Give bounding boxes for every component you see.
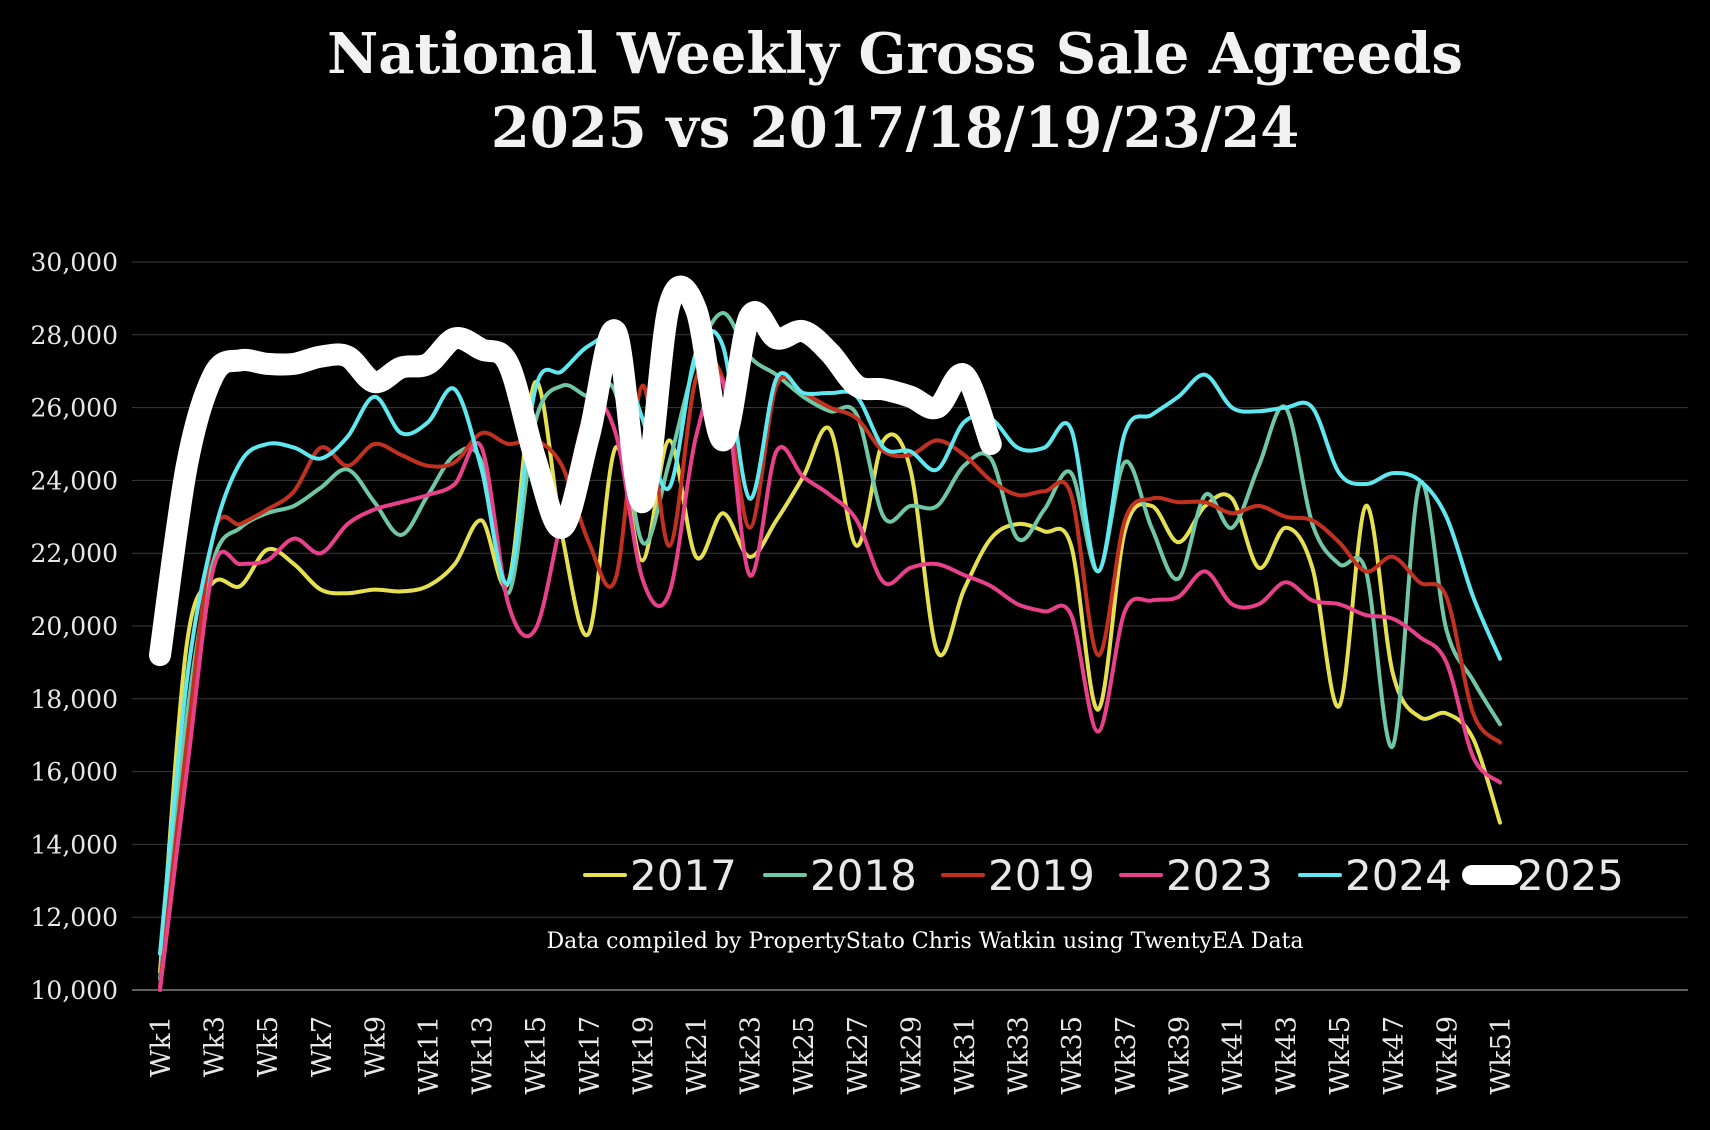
series-line-2019 (158, 356, 1502, 989)
y-tick-label: 26,000 (31, 394, 118, 423)
y-tick-label: 10,000 (31, 976, 118, 1005)
legend-label-2023: 2023 (1166, 851, 1273, 900)
x-tick-label: Wk45 (1325, 1016, 1356, 1094)
x-tick-label: Wk17 (575, 1016, 606, 1094)
x-tick-label: Wk31 (950, 1016, 981, 1094)
y-tick-label: 16,000 (31, 758, 118, 787)
x-tick-label: Wk15 (521, 1016, 552, 1094)
source-note: Data compiled by PropertyStato Chris Wat… (546, 929, 1303, 954)
y-tick-label: 20,000 (31, 612, 118, 641)
y-tick-label: 18,000 (31, 685, 118, 714)
x-tick-label: Wk43 (1272, 1016, 1303, 1094)
x-tick-label: Wk47 (1379, 1016, 1410, 1094)
x-tick-label: Wk27 (843, 1016, 874, 1094)
x-tick-label: Wk19 (628, 1016, 659, 1094)
y-tick-label: 22,000 (31, 539, 118, 568)
x-tick-label: Wk13 (468, 1016, 499, 1094)
y-axis-ticks: 10,000 12,000 14,000 16,000 18,000 20,000 22,0… (31, 248, 118, 1005)
chart-title-line2: 2025 vs 2017/18/19/23/24 (491, 95, 1299, 161)
x-tick-label: Wk11 (414, 1016, 445, 1094)
x-tick-label: Wk21 (682, 1016, 713, 1094)
x-tick-label: Wk3 (200, 1016, 231, 1077)
y-tick-label: 14,000 (31, 830, 118, 859)
y-tick-label: 28,000 (31, 321, 118, 350)
x-axis-ticks: Wk1 Wk3 Wk5 Wk7 Wk9 Wk11 Wk13 Wk15 Wk17 Wk19 Wk21 W… (146, 1016, 1517, 1094)
x-tick-label: Wk51 (1486, 1016, 1517, 1094)
legend-label-2025: 2025 (1517, 851, 1624, 900)
legend-label-2017: 2017 (630, 851, 737, 900)
x-tick-label: Wk9 (360, 1016, 391, 1077)
chart-title-line1: National Weekly Gross Sale Agreeds (327, 21, 1463, 87)
x-tick-label: Wk5 (253, 1016, 284, 1077)
x-tick-label: Wk25 (789, 1016, 820, 1094)
legend: 2017 2018 2019 2023 2024 2025 (583, 851, 1624, 900)
y-tick-label: 24,000 (31, 466, 118, 495)
series-lines (149, 275, 1502, 992)
series-line-2024 (158, 329, 1502, 956)
series-line-2017 (158, 380, 1502, 974)
x-tick-label: Wk39 (1164, 1016, 1195, 1094)
series-line-2025 (149, 275, 1002, 667)
x-tick-label: Wk35 (1057, 1016, 1088, 1094)
x-tick-label: Wk41 (1218, 1016, 1249, 1094)
x-tick-label: Wk37 (1111, 1016, 1142, 1094)
y-tick-label: 30,000 (31, 248, 118, 277)
x-tick-label: Wk33 (1004, 1016, 1035, 1094)
x-tick-label: Wk1 (146, 1016, 177, 1077)
legend-label-2024: 2024 (1345, 851, 1452, 900)
y-tick-label: 12,000 (31, 903, 118, 932)
x-tick-label: Wk49 (1432, 1016, 1463, 1094)
legend-label-2018: 2018 (810, 851, 917, 900)
x-tick-label: Wk29 (896, 1016, 927, 1094)
x-tick-label: Wk23 (736, 1016, 767, 1094)
series-line-2018 (158, 311, 1502, 982)
series-line-2023 (158, 373, 1502, 992)
legend-label-2019: 2019 (988, 851, 1095, 900)
x-tick-label: Wk7 (307, 1016, 338, 1077)
